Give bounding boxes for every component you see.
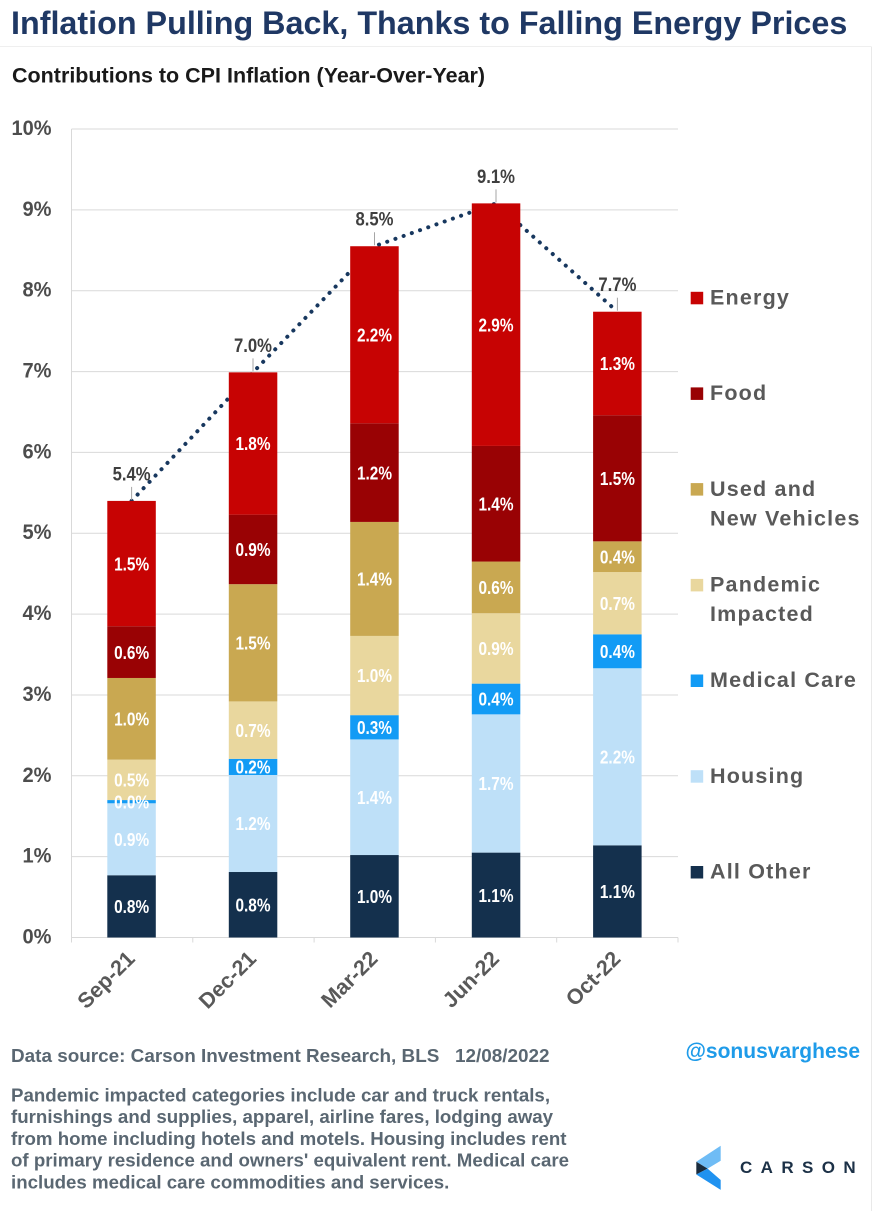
svg-text:1.2%: 1.2% [357, 462, 392, 483]
svg-text:furnishings and supplies, appa: furnishings and supplies, apparel, airli… [11, 1106, 554, 1127]
svg-text:2.9%: 2.9% [479, 314, 514, 335]
svg-text:0.8%: 0.8% [114, 896, 149, 917]
svg-text:Pandemic impacted categories i: Pandemic impacted categories include car… [11, 1085, 550, 1106]
svg-text:0.2%: 0.2% [236, 757, 271, 778]
svg-text:0.0%: 0.0% [114, 791, 149, 812]
svg-text:Energy: Energy [710, 285, 790, 309]
svg-text:0.9%: 0.9% [236, 539, 271, 560]
svg-text:1.1%: 1.1% [479, 885, 514, 906]
svg-text:6%: 6% [23, 440, 52, 463]
svg-text:1.1%: 1.1% [600, 881, 635, 902]
svg-text:7%: 7% [23, 360, 52, 383]
svg-text:0.7%: 0.7% [600, 593, 635, 614]
svg-text:12/08/2022: 12/08/2022 [455, 1046, 550, 1067]
svg-text:9%: 9% [23, 198, 52, 221]
svg-text:Pandemic: Pandemic [710, 573, 821, 597]
svg-text:Contributions to CPI Inflation: Contributions to CPI Inflation (Year-Ove… [12, 64, 485, 88]
svg-text:from home including hotels and: from home including hotels and motels. H… [11, 1128, 566, 1149]
svg-text:1.0%: 1.0% [357, 886, 392, 907]
svg-text:All Other: All Other [710, 860, 812, 884]
svg-text:Medical Care: Medical Care [710, 668, 857, 692]
svg-text:Impacted: Impacted [710, 602, 814, 626]
svg-text:Data source: Carson Investment: Data source: Carson Investment Research,… [11, 1046, 439, 1067]
svg-text:Food: Food [710, 381, 767, 405]
svg-text:3%: 3% [23, 683, 52, 706]
svg-text:1.5%: 1.5% [236, 633, 271, 654]
svg-text:@sonusvarghese: @sonusvarghese [685, 1040, 860, 1063]
svg-text:CARSON: CARSON [740, 1158, 864, 1177]
svg-text:1.4%: 1.4% [357, 787, 392, 808]
svg-text:Used and: Used and [710, 477, 816, 501]
svg-text:0.3%: 0.3% [357, 717, 392, 738]
svg-text:8.5%: 8.5% [356, 209, 394, 231]
svg-text:0.8%: 0.8% [236, 895, 271, 916]
svg-text:1.8%: 1.8% [236, 433, 271, 454]
svg-text:5.4%: 5.4% [113, 463, 151, 485]
svg-text:1.0%: 1.0% [114, 709, 149, 730]
svg-text:0.4%: 0.4% [600, 546, 635, 567]
svg-text:0.6%: 0.6% [114, 642, 149, 663]
svg-text:8%: 8% [23, 279, 52, 302]
svg-text:2.2%: 2.2% [600, 747, 635, 768]
svg-text:2%: 2% [23, 764, 52, 787]
svg-text:includes medical care commodit: includes medical care commodities and se… [11, 1171, 449, 1192]
svg-text:1.5%: 1.5% [114, 553, 149, 574]
svg-text:Inflation Pulling Back, Thanks: Inflation Pulling Back, Thanks to Fallin… [11, 5, 847, 41]
svg-text:0.4%: 0.4% [479, 689, 514, 710]
svg-text:9.1%: 9.1% [477, 166, 515, 188]
svg-text:0.6%: 0.6% [479, 577, 514, 598]
svg-text:of primary residence and owner: of primary residence and owners' equival… [11, 1150, 569, 1171]
svg-text:10%: 10% [12, 117, 52, 140]
svg-text:5%: 5% [23, 521, 52, 544]
svg-text:4%: 4% [23, 602, 52, 625]
svg-text:1.5%: 1.5% [600, 468, 635, 489]
svg-text:0%: 0% [23, 926, 52, 949]
svg-text:Housing: Housing [710, 764, 804, 788]
svg-text:1.2%: 1.2% [236, 813, 271, 834]
svg-text:0.9%: 0.9% [114, 829, 149, 850]
svg-text:1.3%: 1.3% [600, 353, 635, 374]
svg-text:New Vehicles: New Vehicles [710, 506, 861, 530]
svg-text:7.7%: 7.7% [598, 274, 636, 296]
svg-text:0.4%: 0.4% [600, 641, 635, 662]
svg-text:0.5%: 0.5% [114, 770, 149, 791]
svg-text:2.2%: 2.2% [357, 325, 392, 346]
svg-text:1.0%: 1.0% [357, 665, 392, 686]
svg-text:7.0%: 7.0% [234, 335, 272, 357]
svg-text:1%: 1% [23, 845, 52, 868]
svg-text:0.9%: 0.9% [479, 638, 514, 659]
svg-text:1.4%: 1.4% [479, 493, 514, 514]
svg-text:0.7%: 0.7% [236, 720, 271, 741]
svg-text:1.7%: 1.7% [479, 773, 514, 794]
svg-text:1.4%: 1.4% [357, 569, 392, 590]
